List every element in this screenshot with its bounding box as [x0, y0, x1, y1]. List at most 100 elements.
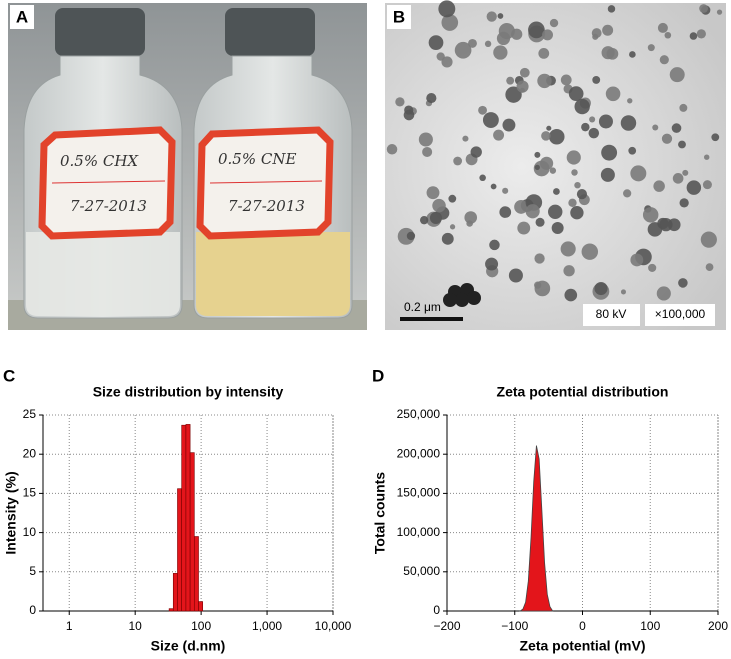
particle — [551, 221, 564, 234]
area — [518, 445, 554, 612]
particle — [568, 198, 577, 208]
plot-frame — [446, 414, 719, 612]
particle — [441, 232, 454, 245]
particle — [601, 144, 618, 161]
panel-letter: B — [393, 7, 405, 26]
bar — [189, 452, 195, 612]
particle — [656, 286, 671, 301]
particle — [699, 4, 708, 13]
particle — [438, 0, 456, 18]
y-tick-label: 5 — [29, 564, 36, 578]
chart-title: Size distribution by intensity — [93, 384, 284, 400]
particle — [441, 14, 459, 31]
bar — [181, 424, 187, 612]
particle — [678, 140, 686, 149]
particle — [647, 222, 663, 237]
particle — [628, 146, 637, 155]
particle — [505, 86, 522, 103]
particle — [705, 263, 714, 271]
particle — [386, 144, 398, 155]
particle — [528, 21, 545, 39]
particle — [499, 206, 512, 218]
particle — [588, 127, 600, 139]
particle — [508, 268, 523, 283]
particle — [493, 45, 508, 60]
bar — [168, 608, 174, 612]
particle — [607, 5, 616, 13]
bar — [193, 536, 199, 612]
panel-letter: A — [16, 7, 28, 26]
particle — [467, 291, 481, 305]
particle — [623, 189, 632, 198]
particle — [560, 241, 576, 257]
x-tick-label: 10,000 — [315, 619, 352, 633]
particle — [678, 278, 688, 288]
y-axis-title: Total counts — [372, 472, 388, 554]
particle — [581, 243, 599, 260]
particle — [454, 41, 472, 59]
particle — [548, 204, 563, 220]
particle — [679, 198, 689, 208]
particle — [629, 51, 636, 58]
x-tick-label: −200 — [433, 619, 460, 633]
particle — [664, 31, 672, 39]
particle — [594, 281, 608, 296]
y-axis-title: Intensity (%) — [3, 471, 19, 554]
particle — [630, 253, 644, 267]
photo-b-overlay: 0.2 μm 80 kV ×100,000 B — [387, 5, 715, 326]
y-tick-label: 100,000 — [397, 525, 441, 539]
particle — [426, 93, 437, 104]
liquid — [26, 232, 180, 316]
y-tick-label: 200,000 — [397, 446, 441, 460]
particle — [620, 289, 627, 295]
label-rule — [51, 180, 166, 184]
y-tick-label: 25 — [23, 407, 37, 421]
bar — [198, 601, 204, 612]
cap — [225, 8, 315, 56]
y-tick-label: 0 — [433, 603, 440, 617]
particle — [404, 105, 414, 115]
voltage: 80 kV — [596, 307, 627, 321]
particle — [462, 135, 469, 142]
handwriting: 7-27-2013 — [228, 197, 305, 215]
scale-text: 0.2 μm — [404, 300, 441, 314]
particle — [689, 32, 698, 40]
particle — [511, 28, 523, 40]
y-tick-label: 50,000 — [403, 564, 440, 578]
particle — [600, 167, 615, 182]
particle — [448, 194, 457, 203]
particle — [716, 9, 723, 15]
particle — [537, 73, 552, 89]
particle — [541, 131, 551, 141]
particle — [502, 187, 509, 194]
particle — [428, 35, 444, 50]
x-tick-label: 100 — [191, 619, 211, 633]
particle — [395, 97, 405, 107]
photo-b — [385, 0, 726, 330]
particle — [601, 46, 615, 60]
particle — [468, 38, 477, 48]
particle — [534, 280, 551, 297]
particle — [546, 125, 552, 131]
x-tick-label: 200 — [708, 619, 728, 633]
photo-a: 0.5% CHX 7-27-2013 0.5% CNE 7-27-2013 A — [8, 3, 367, 330]
particle — [696, 29, 706, 39]
particle — [493, 129, 505, 141]
info-box — [583, 304, 640, 326]
particle — [485, 257, 499, 271]
chart-title: Zeta potential distribution — [497, 384, 669, 400]
panel-letter: C — [3, 366, 15, 385]
particle — [534, 253, 545, 264]
particle — [589, 116, 596, 123]
particle — [627, 98, 633, 104]
particle — [605, 86, 621, 102]
y-tick-label: 10 — [23, 525, 37, 539]
particle — [659, 55, 669, 65]
particle — [659, 218, 673, 232]
liquid — [196, 232, 350, 316]
particle — [564, 288, 578, 302]
bar — [185, 424, 191, 612]
particle — [406, 231, 416, 241]
particle — [576, 189, 588, 200]
